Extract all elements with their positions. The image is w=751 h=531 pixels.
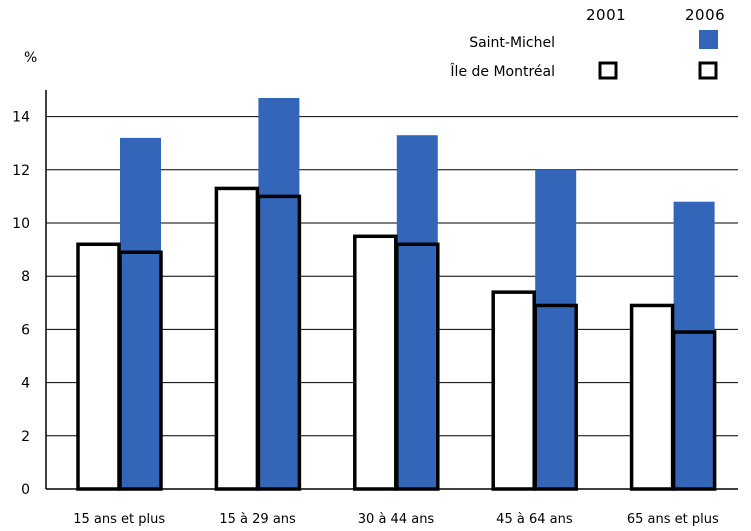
bar-saint-michel-2006 <box>673 201 715 489</box>
bar-saint-michel-2006 <box>396 135 438 489</box>
legend-label-ile-de-montreal: Île de Montréal <box>449 62 555 80</box>
bar-saint-michel-2006 <box>258 97 300 489</box>
bar-montreal-2001 <box>214 186 260 491</box>
y-axis-label: % <box>24 50 37 66</box>
category-label: 45 à 64 ans <box>496 512 573 527</box>
category-labels: 15 ans et plus 15 à 29 ans 30 à 44 ans 45 à… <box>73 512 719 527</box>
y-tick-label-2: 2 <box>21 429 30 445</box>
legend-label-saint-michel: Saint-Michel <box>469 35 555 51</box>
y-tick-label-10: 10 <box>12 216 30 232</box>
bar-montreal-2001 <box>491 290 536 491</box>
category-label: 15 ans et plus <box>73 512 165 527</box>
legend-swatch-montreal-2001 <box>598 61 618 80</box>
category-label: 30 à 44 ans <box>358 512 435 527</box>
y-tick-label-12: 12 <box>12 163 30 179</box>
bar-saint-michel-2006 <box>535 169 577 490</box>
y-tick-labels: 0 2 4 6 8 10 12 14 <box>12 110 30 498</box>
y-tick-label-0: 0 <box>21 482 30 498</box>
y-tick-label-6: 6 <box>21 322 30 338</box>
bars <box>76 97 717 491</box>
legend-year-2006: 2006 <box>685 6 725 24</box>
y-tick-label-4: 4 <box>21 376 30 392</box>
legend-swatch-montreal-2006 <box>698 61 718 80</box>
y-tick-label-8: 8 <box>21 269 30 285</box>
bar-montreal-2001 <box>353 234 398 491</box>
bar-montreal-2001 <box>629 303 675 491</box>
category-label: 65 ans et plus <box>627 512 719 527</box>
bar-saint-michel-2006 <box>120 137 161 489</box>
bar-montreal-2001 <box>76 242 121 491</box>
legend: 2001 2006 Saint-Michel Île de Montréal <box>449 6 725 80</box>
legend-swatch-saint-michel-2006 <box>699 30 718 49</box>
category-label: 15 à 29 ans <box>219 512 296 527</box>
legend-year-2001: 2001 <box>586 6 626 24</box>
y-tick-label-14: 14 <box>12 110 30 126</box>
